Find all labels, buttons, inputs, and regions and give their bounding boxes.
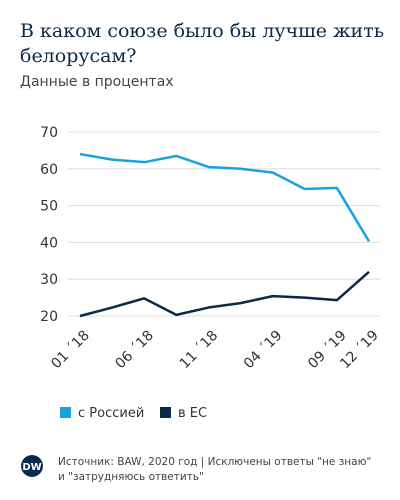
- legend-label: в ЕС: [178, 406, 207, 421]
- x-tick-label: 04 ´19: [241, 328, 286, 373]
- y-tick-label: 50: [40, 199, 58, 215]
- x-tick-label: 11 ´18: [177, 328, 222, 373]
- source: и "затрудняюсь ответить": [58, 471, 204, 483]
- legend-swatch: [160, 407, 171, 418]
- chart-title: белорусам?: [20, 45, 136, 67]
- chart-subtitle: Данные в процентах: [20, 74, 174, 90]
- legend-swatch: [60, 407, 71, 418]
- x-tick-label: 01 ´18: [48, 328, 93, 373]
- x-tick-label: 06 ´18: [112, 328, 157, 373]
- y-tick-label: 40: [40, 235, 58, 251]
- series-line: [79, 270, 370, 318]
- logo-badge: [21, 455, 43, 477]
- logo: DW: [22, 462, 41, 473]
- y-tick-label: 60: [40, 162, 58, 178]
- legend-label: с Россией: [78, 406, 144, 421]
- y-tick-label: 30: [40, 272, 58, 288]
- y-tick-label: 20: [40, 309, 58, 325]
- source: Источник: BAW, 2020 год | Исключены отве…: [58, 456, 371, 468]
- y-tick-label: 70: [40, 125, 58, 141]
- chart-title: В каком союзе было бы лучше жить: [20, 20, 384, 42]
- series-line: [79, 152, 371, 242]
